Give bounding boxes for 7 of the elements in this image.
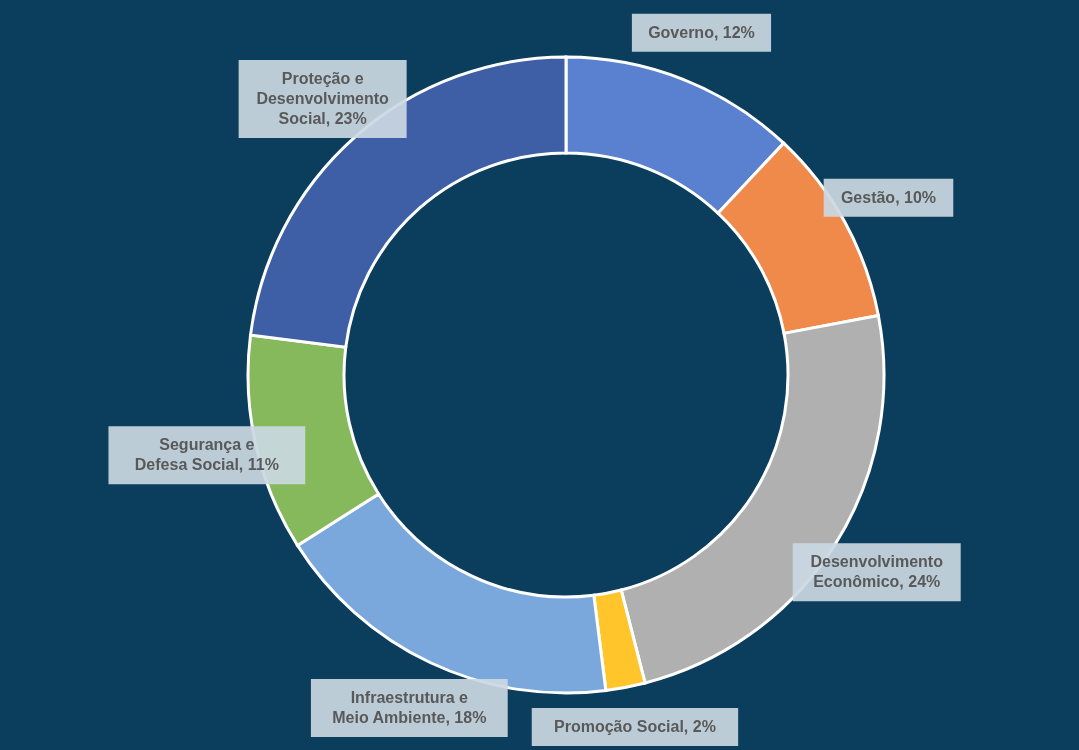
slice-label: Proteção e Desenvolvimento Social, 23% [256,69,390,127]
slice-label: Gestão, 10% [840,188,937,206]
slice-label: Desenvolvimento Econômico, 24% [810,553,944,591]
slice-label: Promoção Social, 2% [554,718,716,735]
slice-label: Infraestrutura e Meio Ambiente, 18% [332,688,487,726]
slice-label: Segurança e Defesa Social, 11% [134,436,279,474]
slice-label: Governo, 12% [648,23,755,41]
